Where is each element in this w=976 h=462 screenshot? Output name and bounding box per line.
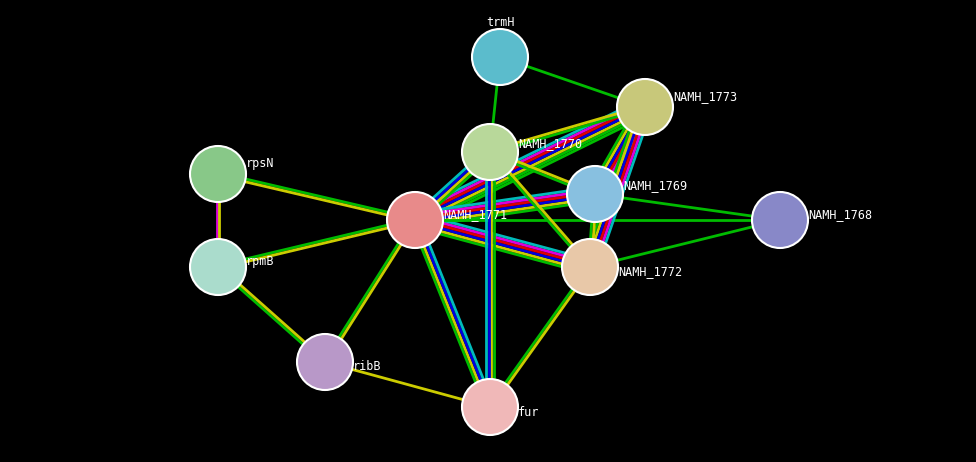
Text: trmH: trmH	[486, 16, 514, 29]
Circle shape	[472, 29, 528, 85]
Text: NAMH_1773: NAMH_1773	[673, 91, 737, 103]
Circle shape	[190, 239, 246, 295]
Circle shape	[567, 166, 623, 222]
Text: ribB: ribB	[353, 360, 382, 373]
Text: fur: fur	[518, 406, 540, 419]
Circle shape	[617, 79, 673, 135]
Circle shape	[190, 146, 246, 202]
Text: NAMH_1772: NAMH_1772	[618, 266, 682, 279]
Text: NAMH_1771: NAMH_1771	[443, 208, 508, 221]
Circle shape	[387, 192, 443, 248]
Text: rpmB: rpmB	[246, 255, 274, 268]
Text: NAMH_1768: NAMH_1768	[808, 208, 873, 221]
Circle shape	[462, 379, 518, 435]
Circle shape	[562, 239, 618, 295]
Text: rpsN: rpsN	[246, 158, 274, 170]
Circle shape	[297, 334, 353, 390]
Circle shape	[462, 124, 518, 180]
Circle shape	[752, 192, 808, 248]
Text: NAMH_1769: NAMH_1769	[623, 180, 687, 193]
Text: NAMH_1770: NAMH_1770	[518, 138, 582, 151]
